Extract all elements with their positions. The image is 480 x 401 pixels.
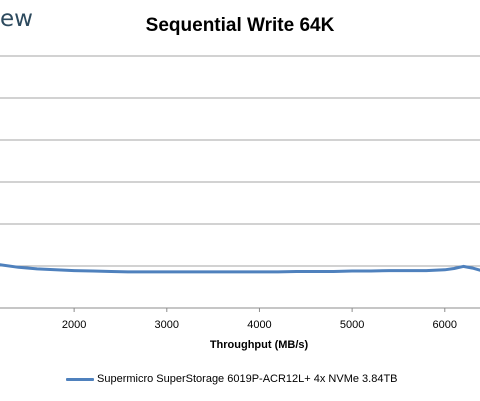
- legend: Supermicro SuperStorage 6019P-ACR12L+ 4x…: [66, 371, 398, 387]
- legend-swatch-series-1: [66, 377, 94, 381]
- x-axis: [0, 307, 480, 312]
- series-layer: [0, 263, 480, 274]
- x-tick-label-3000: 3000: [155, 319, 179, 331]
- x-tick-label-4000: 4000: [247, 319, 271, 331]
- chart-title: Sequential Write 64K: [145, 15, 335, 36]
- legend-label-series-1: Supermicro SuperStorage 6019P-ACR12L+ 4x…: [97, 373, 398, 385]
- x-tick-labels: 2000 3000 4000 5000 6000: [62, 319, 457, 331]
- brand-logo-text: ew: [0, 6, 33, 32]
- x-tick-label-2000: 2000: [62, 319, 86, 331]
- x-tick-label-6000: 6000: [433, 319, 457, 331]
- series-line-1: [0, 263, 480, 274]
- x-tick-label-5000: 5000: [340, 319, 364, 331]
- gridlines: [0, 55, 480, 267]
- x-axis-label: Throughput (MB/s): [210, 339, 309, 351]
